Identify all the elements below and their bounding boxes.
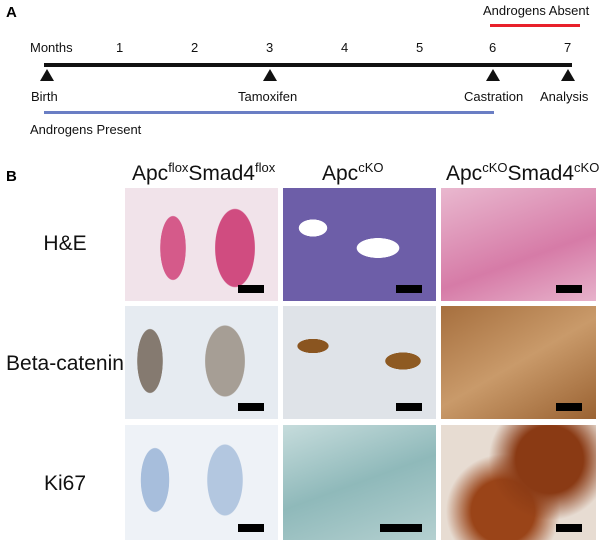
timeline-axis <box>44 63 572 67</box>
androgens-present-line <box>44 111 494 114</box>
scale-bar <box>380 524 422 532</box>
micrograph-ki67-apc-cko <box>283 425 436 540</box>
micrograph-he-apc-cko <box>283 188 436 301</box>
tamoxifen-marker-icon <box>263 69 277 81</box>
row-label-beta-catenin: Beta-catenin <box>6 352 124 375</box>
micrograph-beta-catenin-apc-cko <box>283 306 436 419</box>
month-tick: 4 <box>341 40 349 55</box>
micrograph-beta-catenin-apc-smad4-cko <box>441 306 596 419</box>
event-castration: Castration <box>464 89 524 104</box>
androgens-absent-line <box>490 24 580 27</box>
month-tick: 2 <box>191 40 199 55</box>
scale-bar <box>556 285 582 293</box>
analysis-marker-icon <box>561 69 575 81</box>
micrograph-ki67-apc-smad4-cko <box>441 425 596 540</box>
month-tick: 1 <box>116 40 124 55</box>
micrograph-beta-catenin-control <box>125 306 278 419</box>
event-birth: Birth <box>31 89 58 104</box>
month-tick: 6 <box>489 40 497 55</box>
event-analysis: Analysis <box>540 89 589 104</box>
month-tick: 7 <box>564 40 572 55</box>
scale-bar <box>238 285 264 293</box>
micrograph-ki67-control <box>125 425 278 540</box>
row-label-ki67: Ki67 <box>43 472 87 495</box>
scale-bar <box>556 403 582 411</box>
column-header-control: ApcfloxSmad4flox <box>132 160 276 185</box>
scale-bar <box>238 524 264 532</box>
month-tick: 5 <box>416 40 424 55</box>
birth-marker-icon <box>40 69 54 81</box>
column-header-apc-smad4-cko: ApccKOSmad4cKO <box>446 160 600 185</box>
scale-bar <box>396 403 422 411</box>
event-tamoxifen: Tamoxifen <box>238 89 298 104</box>
micrograph-he-apc-smad4-cko <box>441 188 596 301</box>
androgens-present-label: Androgens Present <box>30 122 142 137</box>
scale-bar <box>238 403 264 411</box>
scale-bar <box>396 285 422 293</box>
castration-marker-icon <box>486 69 500 81</box>
androgens-absent-label: Androgens Absent <box>483 3 590 18</box>
column-header-apc-cko: ApccKO <box>322 160 384 185</box>
micrograph-he-control <box>125 188 278 301</box>
months-label: Months <box>30 40 73 55</box>
scale-bar <box>556 524 582 532</box>
month-tick: 3 <box>266 40 274 55</box>
panel-a-label: A <box>6 4 17 21</box>
panel-b-label: B <box>6 168 17 185</box>
row-label-he: H&E <box>43 232 87 255</box>
